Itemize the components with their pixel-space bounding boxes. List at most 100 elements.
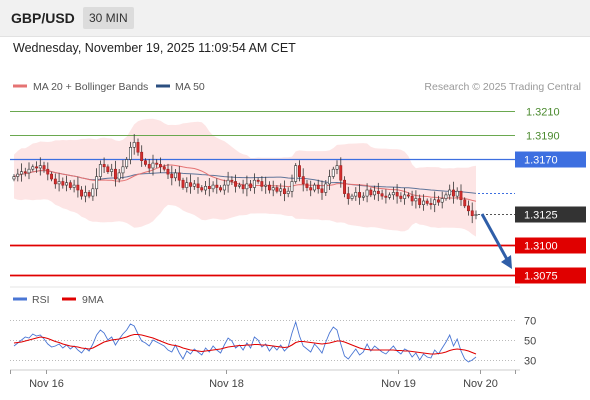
candle-body xyxy=(301,176,305,185)
candle-body xyxy=(23,171,27,174)
timeframe-badge[interactable]: 30 MIN xyxy=(83,7,134,29)
support-label-box xyxy=(515,267,586,284)
candle-body xyxy=(440,198,444,203)
candle-body xyxy=(106,166,110,173)
candle xyxy=(316,179,320,194)
candle-body xyxy=(279,188,283,192)
candle-body xyxy=(27,168,31,174)
candle xyxy=(117,169,121,183)
candle xyxy=(200,185,204,193)
candle-body xyxy=(410,195,414,202)
candle xyxy=(31,164,35,172)
candle-body xyxy=(117,172,121,180)
resistance-label: 1.3190 xyxy=(526,131,560,143)
candle-body xyxy=(391,192,395,196)
x-tick-label: Nov 16 xyxy=(29,378,64,390)
candle xyxy=(181,177,185,190)
projection-arrow-head xyxy=(501,255,512,269)
candle-body xyxy=(234,181,237,187)
candle xyxy=(264,176,268,194)
ma20-legend-label: MA 20 + Bollinger Bands xyxy=(33,81,148,93)
level-labels: 1.3210 1.3190 1.3170 1.3125 1.3100 1.3075 xyxy=(515,107,586,284)
candle-body xyxy=(249,183,253,188)
rsi-tick-label: 50 xyxy=(524,336,536,348)
candle xyxy=(23,167,27,177)
candle-body xyxy=(286,190,290,194)
candle xyxy=(125,157,129,169)
candle-body xyxy=(222,184,226,191)
candle-body xyxy=(72,184,76,188)
candle xyxy=(410,190,414,206)
support-label: 1.3100 xyxy=(524,241,558,253)
pivot-label-box xyxy=(515,151,586,168)
candle-body xyxy=(159,164,162,168)
x-tick-label: Nov 18 xyxy=(209,378,244,390)
candle-body xyxy=(230,179,234,182)
candle-body xyxy=(132,142,136,148)
current-price-box xyxy=(515,206,586,223)
candle-body xyxy=(406,194,410,197)
candle xyxy=(215,178,219,194)
candle xyxy=(132,134,136,155)
candle xyxy=(27,162,31,180)
candle-body xyxy=(252,179,256,188)
candle xyxy=(174,169,177,182)
candle-body xyxy=(237,184,241,187)
chart-datetime: Wednesday, November 19, 2025 11:09:54 AM… xyxy=(13,41,296,55)
pivot-label: 1.3170 xyxy=(524,155,558,167)
x-tick-label: Nov 20 xyxy=(463,378,498,390)
candlesticks xyxy=(12,134,478,224)
candle xyxy=(335,160,339,175)
candle-body xyxy=(16,173,20,177)
candle xyxy=(211,181,215,193)
candle xyxy=(466,200,470,216)
candle xyxy=(369,187,373,198)
candle-body xyxy=(309,187,313,191)
candle-body xyxy=(267,184,271,191)
candle xyxy=(12,174,16,182)
candle-body xyxy=(110,168,114,172)
candle-body xyxy=(181,179,185,188)
candle-body xyxy=(275,187,279,192)
candle-body xyxy=(451,189,455,197)
candle-body xyxy=(61,181,65,186)
candle-body xyxy=(455,190,459,197)
candle xyxy=(144,158,147,167)
candle-body xyxy=(361,195,365,198)
candle xyxy=(282,180,286,202)
candle-body xyxy=(174,172,177,179)
projection-arrow-shaft xyxy=(480,213,511,264)
candle xyxy=(65,175,69,192)
candle-body xyxy=(35,166,39,169)
candle xyxy=(102,157,106,173)
candle-body xyxy=(463,199,467,207)
ma50-swatch xyxy=(156,84,170,88)
candle-body xyxy=(264,184,268,187)
candle xyxy=(373,185,376,200)
candle xyxy=(271,180,275,197)
candle xyxy=(267,181,271,194)
candle-body xyxy=(46,168,50,175)
candle-body xyxy=(189,182,192,187)
candle-body xyxy=(215,184,219,188)
candle xyxy=(159,157,162,173)
candle xyxy=(252,173,256,194)
candle-body xyxy=(474,214,478,216)
candle xyxy=(297,160,301,182)
candle xyxy=(192,180,196,190)
x-tick-label: Nov 19 xyxy=(381,378,416,390)
chart-header: GBP/USD 30 MIN xyxy=(0,0,590,37)
candle xyxy=(189,174,192,194)
candle-body xyxy=(380,193,384,197)
candle-body xyxy=(425,200,429,204)
candle xyxy=(421,194,425,211)
candle xyxy=(129,141,132,165)
candle-body xyxy=(448,189,452,196)
candle xyxy=(354,187,358,201)
candle-body xyxy=(196,183,200,188)
candle xyxy=(260,176,264,192)
candle-body xyxy=(83,192,87,197)
candle-body xyxy=(433,199,437,206)
candle xyxy=(463,197,467,209)
candle xyxy=(418,194,422,209)
